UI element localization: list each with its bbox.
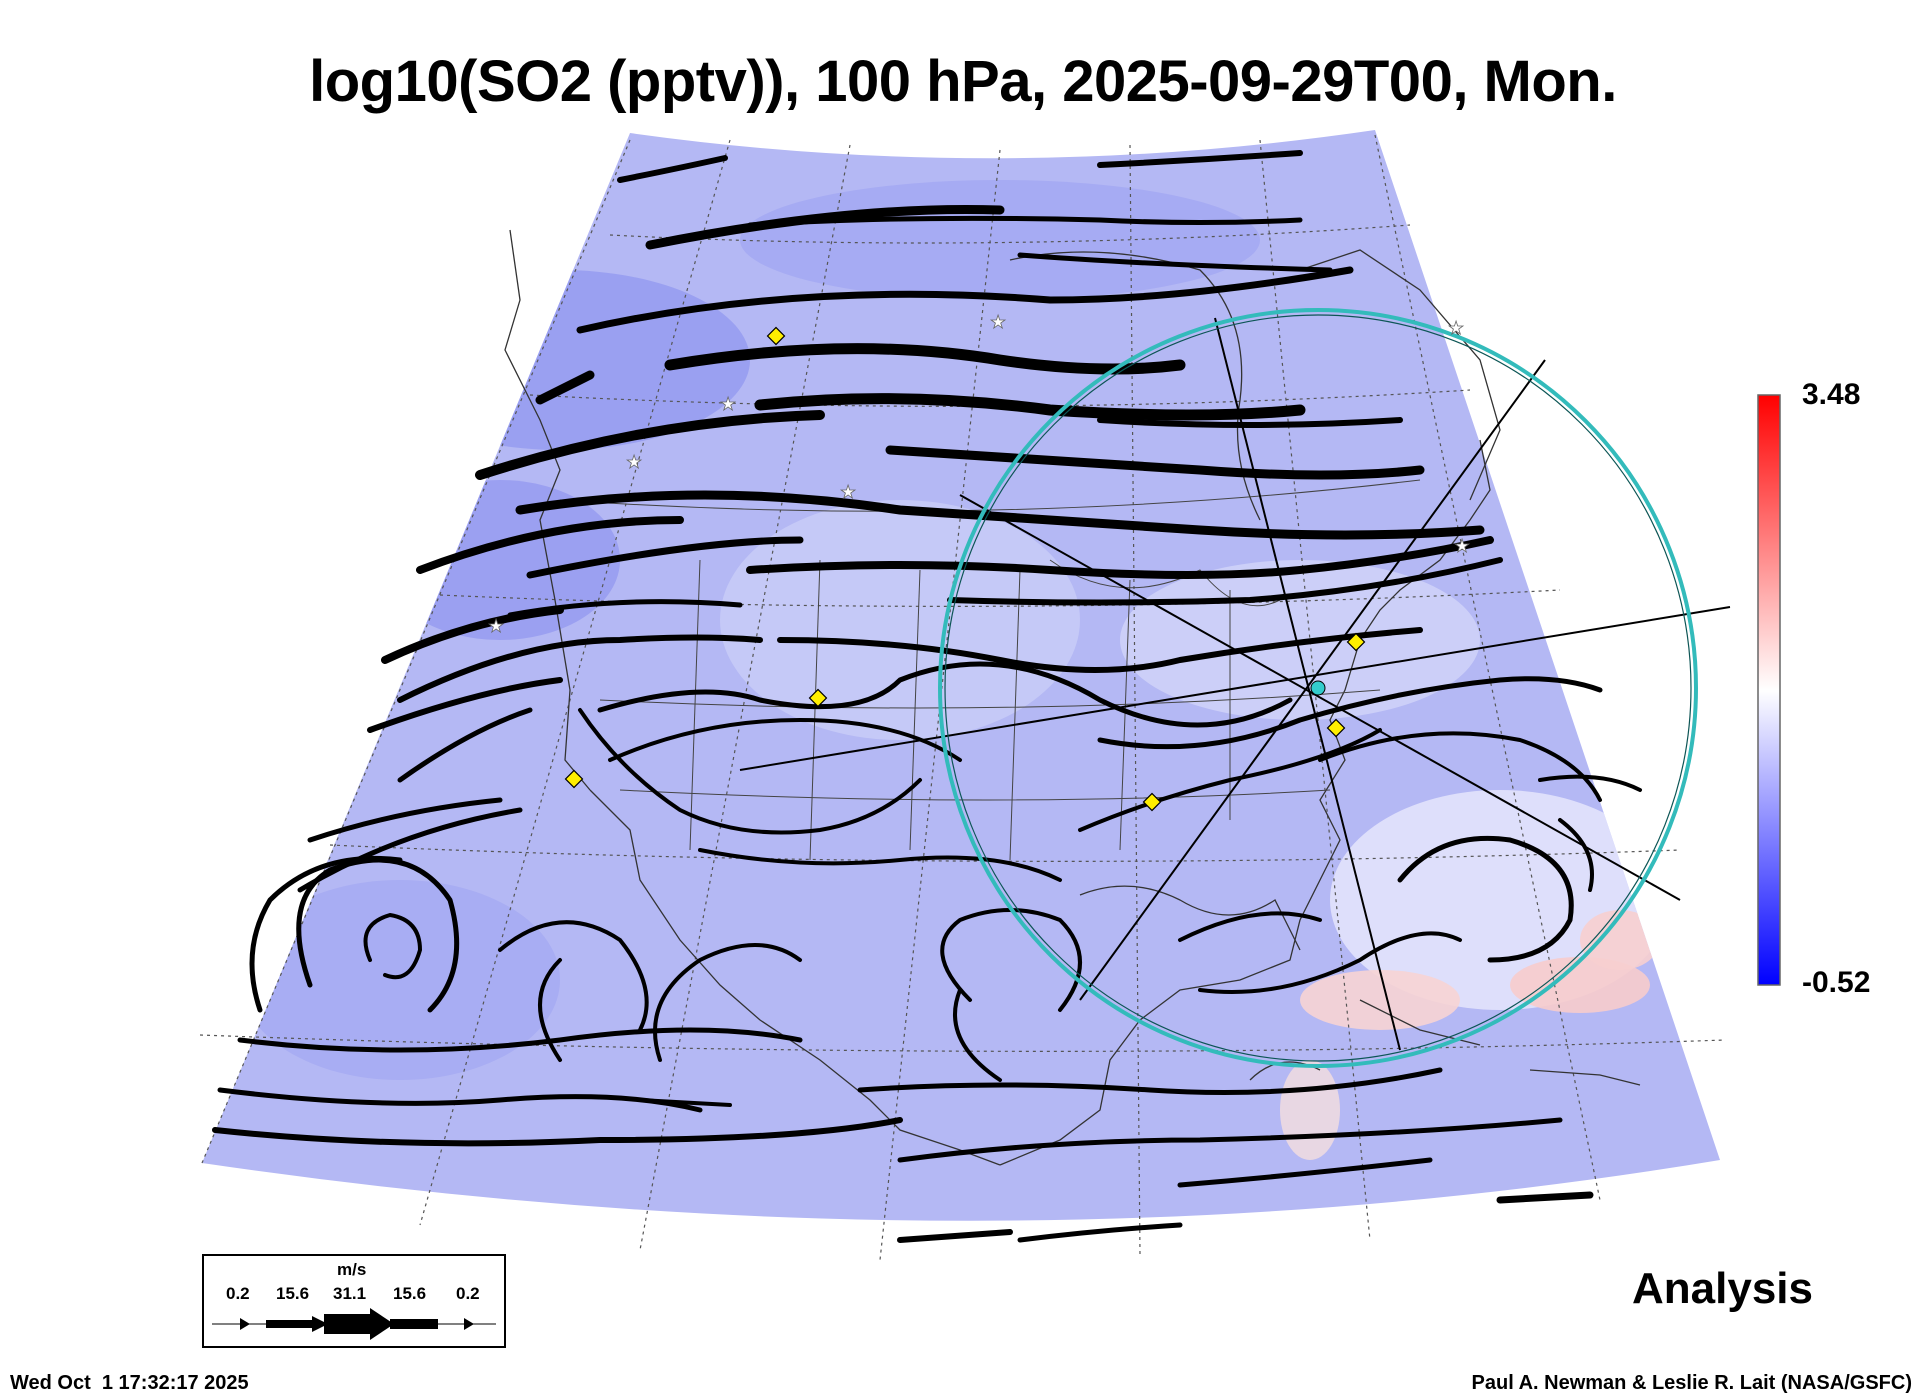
wind-legend-unit: m/s: [337, 1260, 367, 1279]
station-star: ★: [720, 394, 736, 414]
colorbar-min-label: -0.52: [1802, 966, 1871, 999]
station-star: ★: [990, 312, 1006, 332]
credit-line: Paul A. Newman & Leslie R. Lait (NASA/GS…: [1471, 1372, 1912, 1394]
station-diamond: [1346, 632, 1366, 652]
station-star: ★: [1448, 318, 1464, 338]
wind-legend-tick: 0.2: [226, 1284, 250, 1303]
colorbar-max-label: 3.48: [1802, 378, 1861, 411]
station-star: ★: [840, 482, 856, 502]
wind-legend-tick: 15.6: [393, 1284, 427, 1303]
cross-section-lines: [739, 317, 1731, 1051]
station-star: ★: [488, 616, 504, 636]
timestamp: Wed Oct 1 17:32:17 2025: [10, 1372, 249, 1394]
wind-legend: [202, 1254, 506, 1348]
station-diamond: [1326, 718, 1346, 738]
wind-legend-arrows: [212, 1308, 496, 1340]
station-diamond: [564, 769, 584, 789]
range-ring: [938, 308, 1698, 1068]
wind-streamlines: [212, 150, 1642, 1243]
wind-legend-tick: 0.2: [456, 1284, 480, 1303]
range-ring-inner: [944, 314, 1692, 1062]
station-diamond: [808, 688, 828, 708]
chart-title: log10(SO2 (pptv)), 100 hPa, 2025-09-29T0…: [309, 49, 1617, 114]
station-diamonds: [564, 326, 1366, 812]
wind-legend-tick: 15.6: [276, 1284, 310, 1303]
station-star: ★: [1454, 536, 1470, 556]
center-station-marker: [1310, 680, 1326, 696]
station-diamond: [766, 326, 786, 346]
analysis-label: Analysis: [1632, 1264, 1813, 1313]
colorbar: [1757, 394, 1781, 986]
station-diamond: [1142, 792, 1162, 812]
station-star: ★: [626, 452, 642, 472]
state-borders: [559, 479, 1421, 861]
station-stars: ★ ★ ★ ★ ★ ★ ★: [488, 312, 1471, 637]
wind-legend-tick: 31.1: [333, 1284, 367, 1303]
